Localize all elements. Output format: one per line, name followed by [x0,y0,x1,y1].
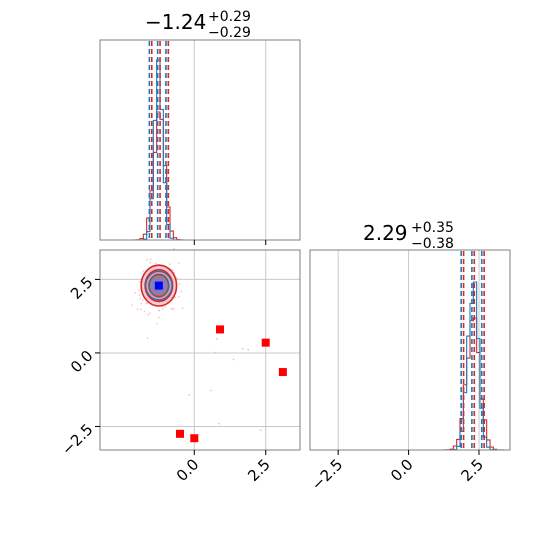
sample-point [146,302,148,305]
sample-point [178,295,181,298]
sample-point [131,304,133,307]
param2-title-value: 2.29 [363,221,408,245]
sample-point [139,297,141,300]
histogram-series-blue [100,59,300,241]
contour-red [140,264,178,307]
sample-point [174,296,177,299]
contour-blue [145,270,173,301]
sample-point [214,351,217,354]
sample-point [161,307,164,310]
histogram-panel-param2: −2.5 0.0 2.5 2.29 +0.35 −0.38 [308,220,511,494]
sample-point [138,289,140,292]
sample-point [142,270,145,272]
walker-marker [190,434,199,443]
x-tick-label: 2.5 [244,455,274,485]
sample-point [173,247,176,250]
panel-frame [99,249,301,451]
param1-title-value: −1.24 [145,10,206,34]
param1-title-upper-error: +0.29 [208,9,251,25]
histogram-panel-param1: −1.24 +0.29 −0.29 [99,9,301,245]
sample-point [180,290,183,293]
sample-point [173,307,175,310]
sample-point [147,313,150,316]
sample-point [178,283,181,286]
sample-point [155,262,157,265]
sample-point [138,294,141,297]
sample-point [177,262,180,264]
y-tick-label: −2.5 [58,420,96,458]
sample-point [216,337,218,340]
sample-point [169,263,171,266]
param2-title-upper-error: +0.35 [411,220,454,236]
sample-point [181,307,184,310]
sample-point [143,310,146,313]
sample-point [139,280,141,283]
x-tick-label: 0.0 [387,455,417,485]
walker-marker [176,429,184,438]
contour-blue [148,274,170,297]
sample-point [247,348,250,351]
sample-point [149,312,151,315]
sample-point [241,348,244,350]
param1-title-lower-error: −0.29 [208,25,251,41]
sample-point [170,307,173,310]
sample-point [141,299,144,301]
panel-frame [99,39,301,241]
sample-point [149,261,152,264]
sample-point [155,322,158,325]
sample-point [146,258,149,261]
sample-point [157,316,160,319]
sample-point [140,308,142,311]
sample-point [163,306,166,308]
sample-point [232,358,235,361]
sample-point [209,389,212,392]
joint-panel: 0.0 2.5 −2.5 0.0 2.5 [58,247,301,485]
truth-marker [154,281,163,290]
sample-point [259,429,262,432]
sample-point [149,258,152,261]
histogram-series-red [100,111,300,241]
x-tick-label: 0.0 [173,455,203,485]
sample-point [188,394,191,397]
panel-frame [309,249,511,451]
sample-point [218,422,220,425]
walker-marker [216,325,224,334]
sample-point [140,302,143,305]
sample-point [136,308,139,311]
sample-point [172,269,174,272]
y-tick-label: 0.0 [67,347,97,377]
x-tick-label: −2.5 [308,455,346,493]
sample-point [134,291,137,294]
histogram-series-blue [310,281,510,451]
y-tick-label: 2.5 [67,273,97,303]
walker-marker [278,368,287,377]
walker-marker [261,338,270,347]
sample-point [176,277,179,279]
param2-title-lower-error: −0.38 [411,236,454,252]
x-tick-label: 2.5 [458,455,488,485]
sample-point [158,309,161,312]
sample-point [146,337,149,340]
